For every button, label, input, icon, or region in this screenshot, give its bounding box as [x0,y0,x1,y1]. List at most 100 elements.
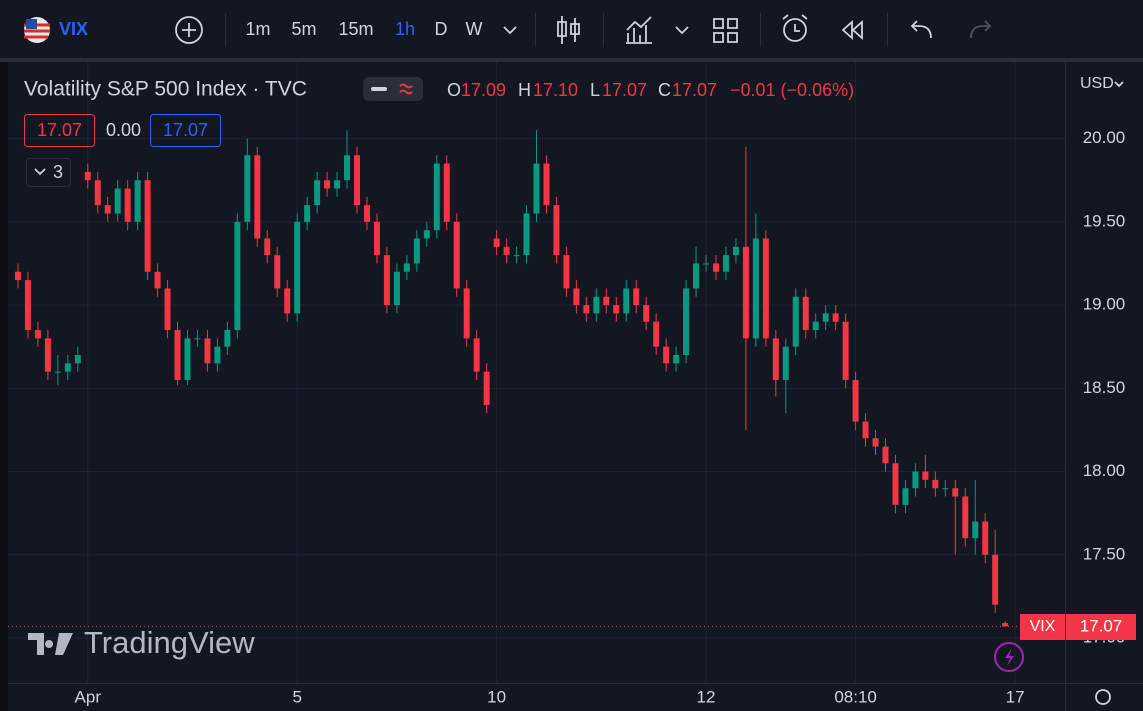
add-icon[interactable] [175,16,203,44]
candle-body [304,205,311,222]
candle-body [64,363,71,372]
candle-body [264,238,271,256]
candle-body [812,321,819,331]
visibility-toggle[interactable] [363,77,423,101]
toggle-wave [399,83,413,95]
candle-body [443,163,450,222]
candle-body [24,280,31,331]
y-tick-label: 19.00 [1083,295,1126,314]
candle-body [962,496,969,539]
chevron[interactable] [675,26,689,35]
candle-body [463,288,470,339]
candle-body [334,180,341,189]
left-strip [0,62,8,711]
candle-body [244,155,251,222]
candle-body [234,221,241,331]
candle-body [673,355,680,364]
ohlc-value: 17.07 [602,80,647,100]
candle-body [174,330,181,380]
x-tick-label: 12 [697,687,716,706]
candle-body [354,155,361,206]
candle-body [603,296,610,306]
candles-icon[interactable] [557,16,580,44]
timeframe[interactable]: 1m [245,19,270,39]
candle-body [872,438,879,447]
chevron[interactable] [503,26,517,35]
ohlc-value: 17.10 [533,80,578,100]
candle-body [403,263,410,272]
candle-body [164,288,171,331]
indicators-toggle[interactable] [26,158,71,187]
indicators-icon[interactable] [626,16,652,44]
price-label-symbol-box [1020,614,1065,640]
legend-title: Volatility S&P 500 Index · TVC [24,78,307,101]
x-tick-label: 17 [1006,687,1025,706]
replay-icon[interactable] [841,19,863,41]
redo-icon[interactable] [970,20,992,39]
candle-body [693,263,700,289]
ohlc-label: L [590,80,600,100]
x-tick-label: 5 [292,687,301,706]
flag-canton [26,19,37,29]
candle-body [324,180,331,189]
watermark: TradingView [28,625,255,660]
x-tick-label: 10 [487,687,506,706]
candle-body [752,238,759,339]
ohlc-value: 17.07 [672,80,717,100]
candle-body [274,255,281,289]
alert-hands [782,14,808,32]
y-tick-label: 19.50 [1083,211,1126,230]
candle-body [802,296,809,331]
timeframe[interactable]: D [435,19,448,39]
symbol[interactable]: VIX [59,19,88,39]
candle-body [104,205,111,214]
candle-body [922,471,929,480]
candle-body [623,288,630,314]
candle-body [74,355,81,364]
candle-body [822,313,829,322]
separator [603,13,604,47]
candle-body [423,230,430,239]
undo-icon[interactable] [910,20,932,39]
separator [760,13,761,47]
bid-box [24,114,95,147]
price-label-symbol: VIX [1030,618,1056,635]
candle-body [383,255,390,306]
settings-icon[interactable] [1095,689,1111,705]
bid: 17.07 [37,120,82,140]
timeframe[interactable]: 15m [338,19,373,39]
candle-body [882,446,889,464]
layout-icon[interactable] [713,18,738,43]
candle-body [593,296,600,314]
toolbar: VIX 1m 5m 15m 1h D W [24,13,992,47]
candle-body [194,338,201,340]
candle-body [832,313,839,322]
candle-body [722,255,729,272]
candle-body [284,288,291,314]
alert-icon[interactable] [783,18,807,42]
candle-body [294,221,301,314]
timeframe[interactable]: 1h [395,19,415,39]
candle-body [214,346,221,364]
lightning-button[interactable] [994,642,1024,672]
candle-body [932,479,939,489]
candle-body [952,488,959,497]
candle-body [433,163,440,231]
lightning-icon [1005,648,1014,666]
candle-body [613,305,620,314]
timeframe[interactable]: 5m [291,19,316,39]
currency[interactable]: USD [1080,75,1114,92]
y-tick-label: 18.00 [1083,461,1126,480]
x-tick-label: 08:10 [834,687,877,706]
candle-body [563,255,570,289]
candle-body [792,296,799,347]
candle-body [94,180,101,206]
timeframe[interactable]: W [466,19,483,39]
candle-body [413,238,420,264]
separator [225,13,226,47]
candle-body [34,330,41,339]
candle-body [44,338,51,372]
candle-body [643,305,650,322]
time-axis-border [8,683,1143,684]
